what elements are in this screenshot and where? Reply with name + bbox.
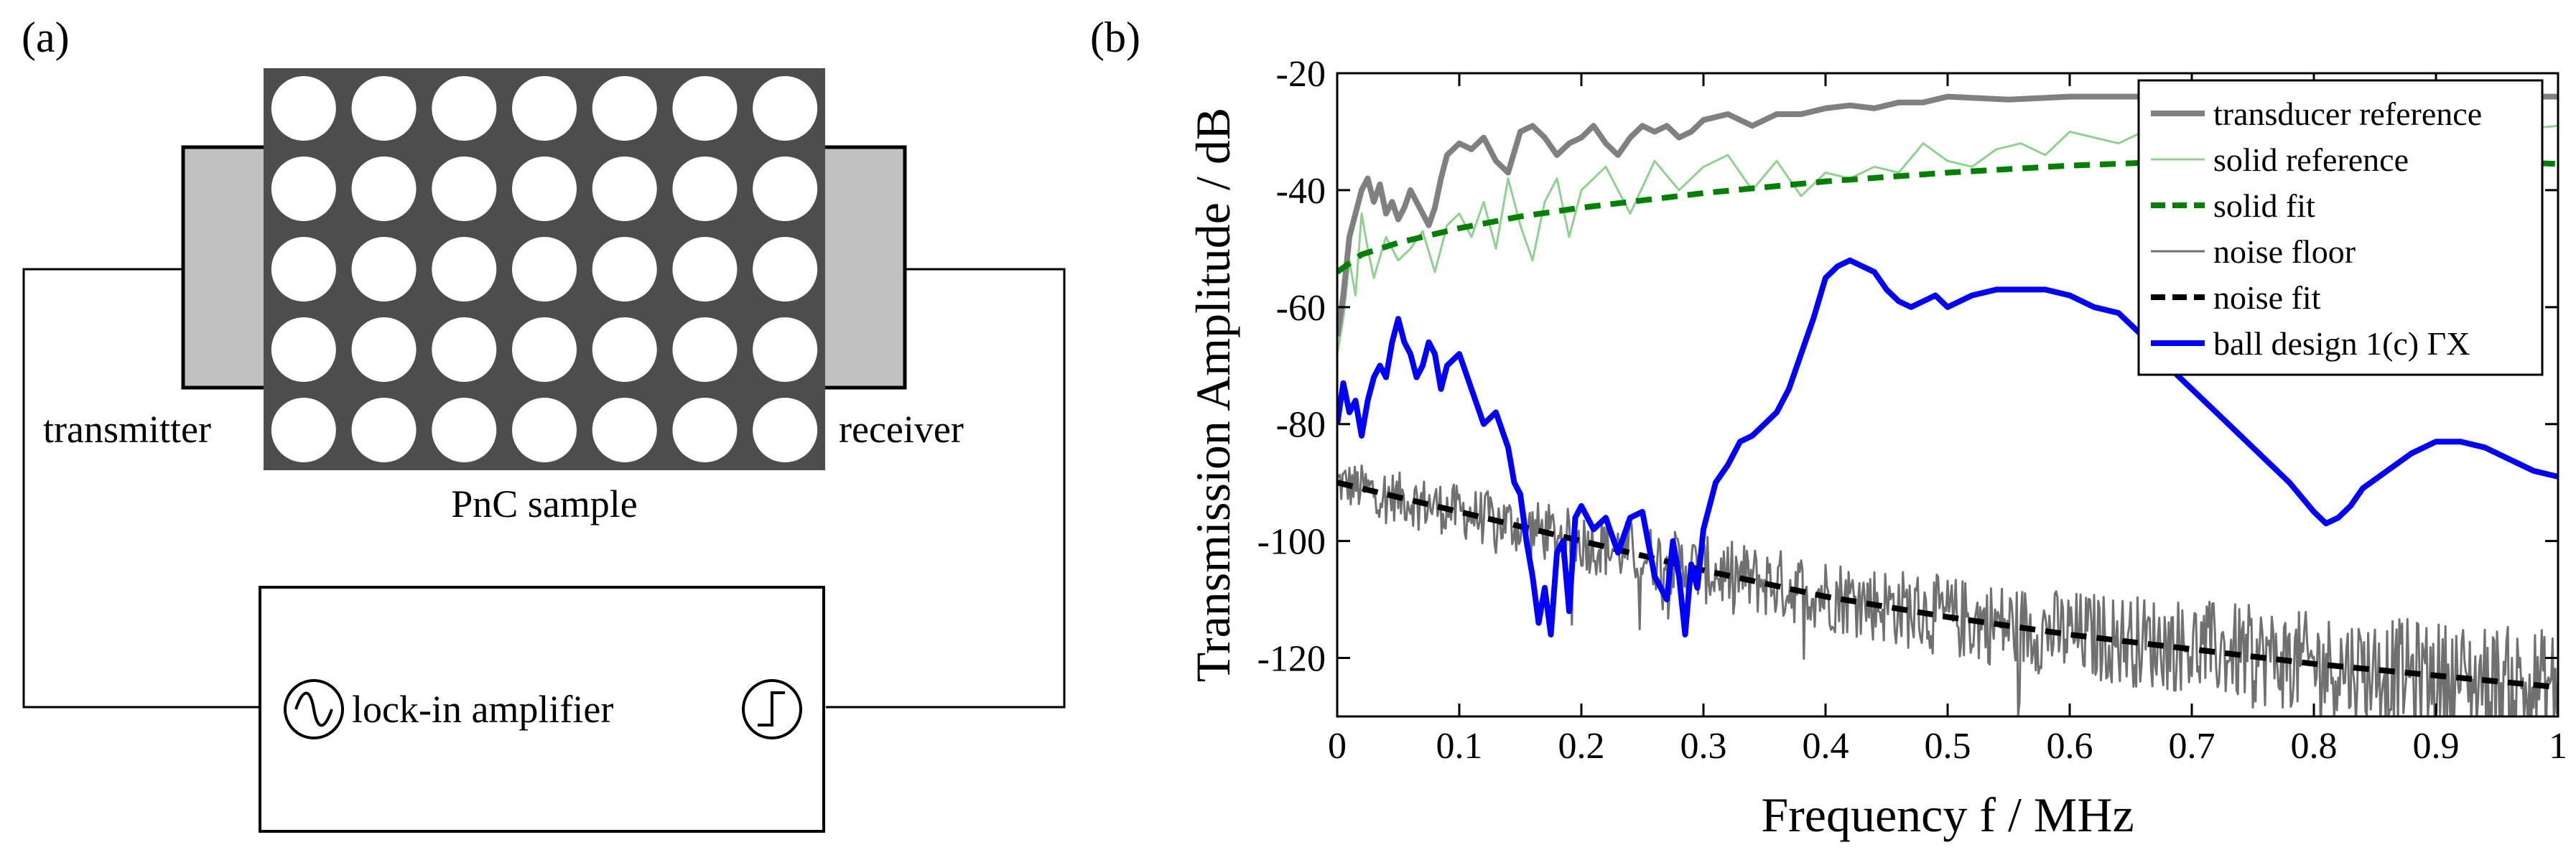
sine-source-icon xyxy=(284,679,344,739)
lattice-hole xyxy=(432,398,497,462)
lattice-hole xyxy=(351,76,417,141)
lattice-hole xyxy=(753,317,818,382)
lattice-hole xyxy=(753,398,818,462)
panel-a-label: (a) xyxy=(22,14,70,61)
lattice-hole xyxy=(592,317,657,382)
lattice-hole xyxy=(512,237,577,302)
x-tick-label: 0.8 xyxy=(2291,726,2338,767)
y-tick-label: -120 xyxy=(1257,639,1326,680)
lattice-hole xyxy=(672,398,738,462)
series-noise-fit xyxy=(1337,480,2558,691)
y-tick-label: -40 xyxy=(1276,171,1326,212)
x-tick-label: 0.5 xyxy=(1925,726,1971,767)
lattice-hole xyxy=(351,398,417,462)
y-tick-label: -60 xyxy=(1276,288,1326,329)
lattice-hole xyxy=(592,237,657,302)
amplifier-box xyxy=(259,586,825,833)
lattice-hole xyxy=(432,317,497,382)
x-tick-label: 0 xyxy=(1328,726,1347,767)
panel-b: (b) 0 0.1 0.2 0.3 0.4 0.5 0.6 0.7 0.8 0.9 1 -20 -40… xyxy=(1090,14,2567,842)
x-tick-label: 0.4 xyxy=(1803,726,1849,767)
receiver-block xyxy=(820,145,907,390)
lattice-hole xyxy=(672,156,738,221)
lattice-hole xyxy=(351,317,417,382)
y-tick-label: -20 xyxy=(1276,54,1326,95)
lattice-hole xyxy=(753,237,818,302)
lattice-hole xyxy=(271,76,336,141)
lattice-hole xyxy=(512,398,577,462)
lattice-hole xyxy=(271,398,336,462)
lattice-hole xyxy=(512,317,577,382)
transmitter-block xyxy=(181,145,268,390)
legend: transducer reference solid reference solid… xyxy=(2137,79,2544,376)
lattice-hole xyxy=(592,156,657,221)
wire-left xyxy=(22,268,269,709)
lattice-hole xyxy=(432,76,497,141)
x-tick-label: 0.9 xyxy=(2413,726,2460,767)
legend-entry-label: solid reference xyxy=(2213,141,2409,178)
y-axis-label: Transmission Amplitude / dB xyxy=(1186,108,1240,682)
lattice-hole xyxy=(271,237,336,302)
legend-entry-label: noise fit xyxy=(2213,279,2321,316)
legend-box xyxy=(2137,79,2544,376)
legend-entry-label: ball design 1(c) ΓX xyxy=(2213,325,2470,362)
series-ball-design-1-c-x xyxy=(1337,257,2558,637)
legend-entry-label: transducer reference xyxy=(2213,95,2482,132)
legend-entry-label: solid fit xyxy=(2213,187,2315,224)
x-tick-label: 0.7 xyxy=(2169,726,2215,767)
receiver-label: receiver xyxy=(839,408,964,451)
series-transducer-reference xyxy=(1337,93,2558,337)
transmitter-label: transmitter xyxy=(43,408,211,451)
lattice-hole xyxy=(351,237,417,302)
x-tick-label: 0.6 xyxy=(2047,726,2093,767)
lattice-hole xyxy=(271,156,336,221)
lattice-hole xyxy=(672,317,738,382)
lattice-hole xyxy=(592,76,657,141)
x-tick-label: 0.2 xyxy=(1558,726,1605,767)
lattice-hole xyxy=(512,156,577,221)
wire-right xyxy=(826,268,1066,709)
x-tick-label: 0.1 xyxy=(1436,726,1483,767)
y-axis-ticks: -20 -40 -60 -80 -100 -120 xyxy=(1257,54,2558,680)
lattice-hole xyxy=(753,156,818,221)
y-tick-label: -100 xyxy=(1257,522,1326,563)
lattice-hole xyxy=(672,76,738,141)
lattice-hole xyxy=(592,398,657,462)
x-tick-label: 1 xyxy=(2549,726,2567,767)
x-tick-label: 0.3 xyxy=(1680,726,1727,767)
lattice-hole xyxy=(753,76,818,141)
sample-label: PnC sample xyxy=(451,482,638,525)
pnc-lattice xyxy=(271,76,818,462)
lattice-hole xyxy=(672,237,738,302)
legend-entry-label: noise floor xyxy=(2213,233,2356,270)
step-detector-icon xyxy=(742,679,802,739)
sine-wave-icon xyxy=(294,691,333,727)
lattice-hole xyxy=(271,317,336,382)
panel-a: (a) transmitter receiver PnC sample lock… xyxy=(22,14,1066,833)
lattice-hole xyxy=(432,156,497,221)
x-axis-label: Frequency f / MHz xyxy=(1761,788,2134,842)
amplifier-label: lock-in amplifier xyxy=(352,688,613,731)
lattice-hole xyxy=(432,237,497,302)
y-tick-label: -80 xyxy=(1276,405,1326,446)
series-solid-reference xyxy=(1337,124,2558,355)
step-signal-icon xyxy=(758,691,785,726)
lattice-hole xyxy=(512,76,577,141)
lattice-hole xyxy=(351,156,417,221)
panel-b-label: (b) xyxy=(1090,14,1140,61)
